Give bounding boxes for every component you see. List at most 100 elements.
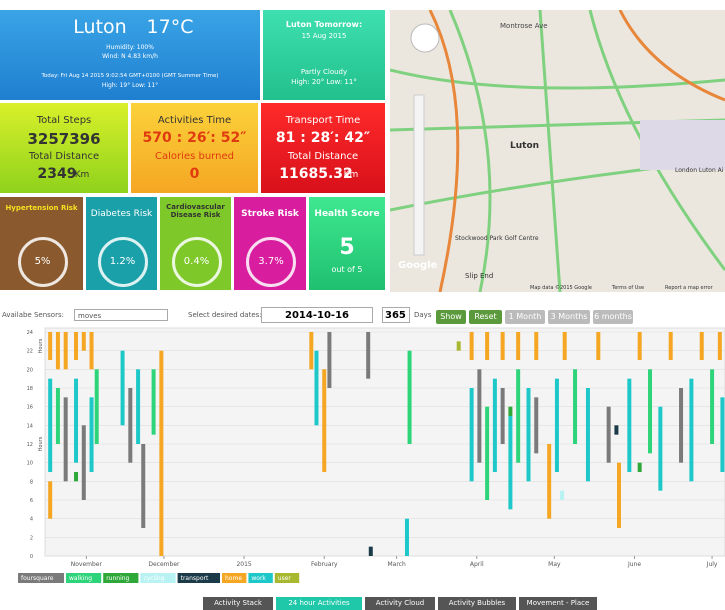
x-tick-label: April xyxy=(470,561,484,568)
activity-bar xyxy=(327,332,331,388)
activity-bar xyxy=(95,369,99,444)
activity-bar xyxy=(128,388,132,463)
activity-bar xyxy=(405,519,409,556)
page: Luton 17°C Humidity: 100% Wind: N 4.83 k… xyxy=(0,0,725,610)
activity-bar xyxy=(607,407,611,463)
date-input[interactable]: 2014-10-16 xyxy=(261,307,373,323)
risk-ring: 5% xyxy=(18,237,68,287)
view-tab[interactable]: Movement - Place xyxy=(519,597,597,610)
activity-bar xyxy=(152,369,156,434)
show-button[interactable]: Show xyxy=(436,310,466,324)
risk-label: Stroke Risk xyxy=(234,209,306,219)
calories-label: Calories burned xyxy=(131,151,258,162)
days-input[interactable]: 365 xyxy=(382,307,410,323)
map-logo: Google xyxy=(398,260,438,271)
activities-value: 570 : 26′: 52″ xyxy=(131,130,258,146)
risk-tile: Diabetes Risk 1.2% xyxy=(86,197,157,290)
activity-bar xyxy=(516,369,520,462)
map-attribution[interactable]: Map data ©2015 Google xyxy=(530,284,592,291)
activity-bar xyxy=(64,332,68,369)
sensors-label: Availabe Sensors: xyxy=(2,311,64,319)
activity-bar xyxy=(679,388,683,463)
activity-bar xyxy=(470,388,474,481)
tomorrow-condition: Partly Cloudy xyxy=(263,68,385,76)
plot-background xyxy=(45,328,725,556)
map-report[interactable]: Report a map error xyxy=(665,285,714,291)
range-button[interactable]: 6 months xyxy=(593,310,633,324)
activity-bar xyxy=(74,379,78,463)
view-tab[interactable]: 24 hour Activities xyxy=(276,597,362,610)
legend-label: cycling xyxy=(143,575,164,582)
activity-bar xyxy=(159,351,163,556)
activity-bar xyxy=(56,388,60,444)
humidity: Humidity: 100% xyxy=(0,44,260,51)
legend-label: user xyxy=(278,575,292,582)
x-tick-label: February xyxy=(311,561,338,568)
sensor-select[interactable]: moves xyxy=(74,309,168,321)
legend-label: transport xyxy=(181,575,209,582)
risk-tile: Cardiovascular Disease Risk 0.4% xyxy=(160,197,231,290)
tomorrow-high-low: High: 20° Low: 11° xyxy=(263,78,385,86)
activity-bar xyxy=(309,332,313,369)
activity-bar xyxy=(638,463,642,472)
activity-bar xyxy=(617,463,621,528)
map: Montrose Ave Luton London Luton Ai Stock… xyxy=(390,10,725,292)
x-tick-label: March xyxy=(387,561,405,568)
activity-bar xyxy=(710,369,714,444)
activity-bar xyxy=(700,332,704,360)
activity-bar xyxy=(470,332,474,360)
steps-value: 3257396 xyxy=(0,130,128,148)
range-button[interactable]: 3 Months xyxy=(548,310,590,324)
y-tick-label: 10 xyxy=(27,461,33,467)
activity-bar xyxy=(322,369,326,472)
activity-bar xyxy=(669,332,673,360)
reset-button[interactable]: Reset xyxy=(469,310,502,324)
activities-label: Activities Time xyxy=(131,115,258,126)
risk-label: Diabetes Risk xyxy=(86,209,157,219)
view-tab[interactable]: Activity Bubbles xyxy=(438,597,516,610)
activity-bar xyxy=(560,491,564,500)
dates-label: Select desired dates: xyxy=(188,311,262,319)
distance-unit: Km xyxy=(36,170,128,180)
activity-bar xyxy=(573,369,577,444)
risk-ring: 3.7% xyxy=(246,237,296,287)
legend-label: running xyxy=(106,575,129,582)
activity-bar xyxy=(638,332,642,360)
tomorrow-title: Luton Tomorrow: xyxy=(263,20,385,29)
activity-bar xyxy=(121,351,125,426)
view-tab[interactable]: Activity Stack xyxy=(203,597,273,610)
activity-bar xyxy=(48,332,52,360)
activity-bar xyxy=(501,388,505,444)
x-tick-label: July xyxy=(706,561,718,568)
transport-value: 81 : 28′: 42″ xyxy=(261,130,385,146)
activity-bar xyxy=(48,481,52,518)
activity-bar xyxy=(48,379,52,472)
y-tick-label: 2 xyxy=(30,535,33,541)
view-tab[interactable]: Activity Cloud xyxy=(365,597,435,610)
risk-ring: 1.2% xyxy=(98,237,148,287)
activity-bar xyxy=(563,332,567,360)
map-label: Luton xyxy=(510,141,539,151)
activity-bar xyxy=(457,341,461,350)
activity-bar xyxy=(718,332,722,360)
temperature: 17°C xyxy=(80,16,260,38)
range-button[interactable]: 1 Month xyxy=(505,310,545,324)
map-label: Slip End xyxy=(465,272,493,280)
y-tick-label: 14 xyxy=(27,423,33,429)
y-axis-label: Hours xyxy=(38,436,44,451)
map-label: London Luton Ai xyxy=(675,167,724,174)
legend-label: home xyxy=(225,575,242,582)
transport-label: Transport Time xyxy=(261,115,385,126)
steps-label: Total Steps xyxy=(0,115,128,126)
health-label: Health Score xyxy=(309,209,385,219)
activity-bar xyxy=(501,332,505,360)
map-label: Stockwood Park Golf Centre xyxy=(455,235,539,242)
map-terms[interactable]: Terms of Use xyxy=(611,285,644,291)
activity-bar xyxy=(136,369,140,444)
weather-tile: Luton 17°C Humidity: 100% Wind: N 4.83 k… xyxy=(0,10,260,100)
y-tick-label: 18 xyxy=(27,386,33,392)
activity-bar xyxy=(485,332,489,360)
date-time: Today: Fri Aug 14 2015 9:02:54 GMT+0100 … xyxy=(0,73,260,79)
activities-tile: Activities Time 570 : 26′: 52″ Calories … xyxy=(131,103,258,193)
